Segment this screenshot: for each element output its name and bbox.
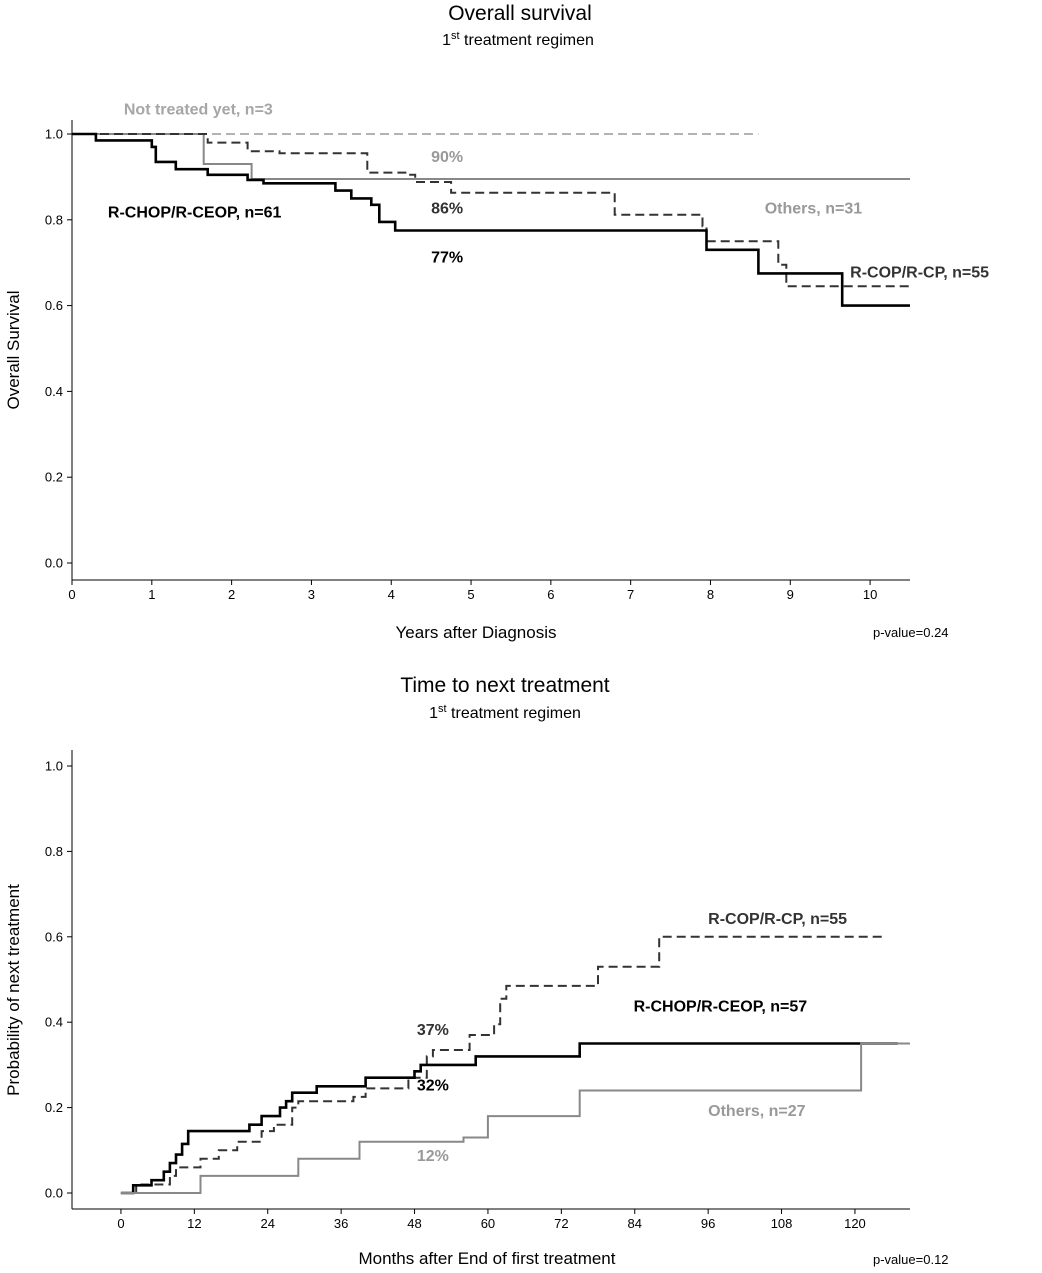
y-tick-label: 0.2 [45, 470, 63, 485]
data-label: 86% [431, 200, 463, 217]
chart-title: Time to next treatment [400, 674, 609, 697]
y-axis-label: Probability of next treatment [4, 884, 23, 1096]
time-to-next-treatment-chart: Time to next treatment 1st treatment reg… [4, 674, 949, 1268]
axes: 0 12 24 36 48 60 72 84 96 108 120 0.0 0.2 0.4 0.6 0.8 1.… [45, 750, 910, 1231]
series-label: Others, n=31 [765, 200, 862, 217]
series-line [72, 132, 910, 307]
y-tick-label: 1.0 [45, 759, 63, 774]
data-label: 12% [417, 1148, 449, 1165]
x-tick-label: 2 [228, 587, 235, 602]
series-layer [120, 935, 910, 1195]
x-axis-label: Months after End of first treatment [358, 1249, 615, 1268]
data-label: 37% [417, 1022, 449, 1039]
x-tick-label: 24 [261, 1216, 275, 1231]
x-tick-label: 108 [771, 1216, 793, 1231]
x-tick-label: 6 [547, 587, 554, 602]
x-tick-label: 60 [481, 1216, 495, 1231]
chart-subtitle: 1st treatment regimen [429, 703, 581, 722]
label-layer: Not treated yet, n=3 R-CHOP/R-CEOP, n=61 O… [108, 102, 989, 282]
x-tick-label: 0 [68, 587, 75, 602]
series-line [72, 133, 910, 288]
x-tick-label: 7 [627, 587, 634, 602]
series-line [120, 1042, 898, 1195]
x-tick-label: 120 [844, 1216, 866, 1231]
series-label: R-CHOP/R-CEOP, n=61 [108, 205, 282, 222]
x-tick-label: 3 [308, 587, 315, 602]
y-tick-label: 0.6 [45, 298, 63, 313]
series-layer [72, 132, 910, 307]
x-tick-label: 48 [407, 1216, 421, 1231]
y-tick-label: 0.0 [45, 1186, 63, 1201]
y-tick-label: 0.4 [45, 384, 63, 399]
x-tick-label: 1 [148, 587, 155, 602]
data-label: 90% [431, 149, 463, 166]
axes: 0 1 2 3 4 5 6 7 8 9 10 0.0 0.2 0.4 0.6 0.8 1.0 [45, 120, 910, 602]
x-tick-label: 84 [628, 1216, 642, 1231]
x-axis-label: Years after Diagnosis [396, 623, 557, 642]
x-tick-label: 5 [467, 587, 474, 602]
x-tick-label: 9 [787, 587, 794, 602]
series-label: R-CHOP/R-CEOP, n=57 [634, 999, 808, 1016]
y-tick-label: 0.0 [45, 556, 63, 571]
y-tick-label: 0.6 [45, 929, 63, 944]
overall-survival-chart: Overall survival 1st treatment regimen Y… [4, 2, 989, 642]
series-line [72, 133, 910, 180]
p-value: p-value=0.24 [873, 625, 949, 640]
x-tick-label: 4 [388, 587, 395, 602]
y-tick-label: 0.2 [45, 1100, 63, 1115]
y-tick-label: 0.4 [45, 1015, 63, 1030]
series-label: Not treated yet, n=3 [124, 102, 273, 119]
x-tick-label: 10 [863, 587, 877, 602]
x-tick-label: 96 [701, 1216, 715, 1231]
chart-title: Overall survival [448, 2, 592, 25]
series-label: R-COP/R-CP, n=55 [850, 265, 989, 282]
x-tick-label: 0 [117, 1216, 124, 1231]
data-label: 32% [417, 1078, 449, 1095]
series-line [120, 1042, 910, 1194]
y-tick-label: 0.8 [45, 212, 63, 227]
y-axis-label: Overall Survival [4, 290, 23, 409]
data-label: 77% [431, 250, 463, 267]
series-label: Others, n=27 [708, 1103, 805, 1120]
x-tick-label: 12 [187, 1216, 201, 1231]
series-label: R-COP/R-CP, n=55 [708, 911, 847, 928]
label-layer: R-COP/R-CP, n=55 R-CHOP/R-CEOP, n=57 Other… [417, 911, 847, 1165]
x-tick-label: 8 [707, 587, 714, 602]
series-line [120, 935, 886, 1194]
x-tick-label: 72 [554, 1216, 568, 1231]
y-tick-label: 0.8 [45, 844, 63, 859]
chart-subtitle: 1st treatment regimen [442, 30, 594, 49]
x-tick-label: 36 [334, 1216, 348, 1231]
y-tick-label: 1.0 [45, 127, 63, 142]
p-value: p-value=0.12 [873, 1252, 949, 1267]
